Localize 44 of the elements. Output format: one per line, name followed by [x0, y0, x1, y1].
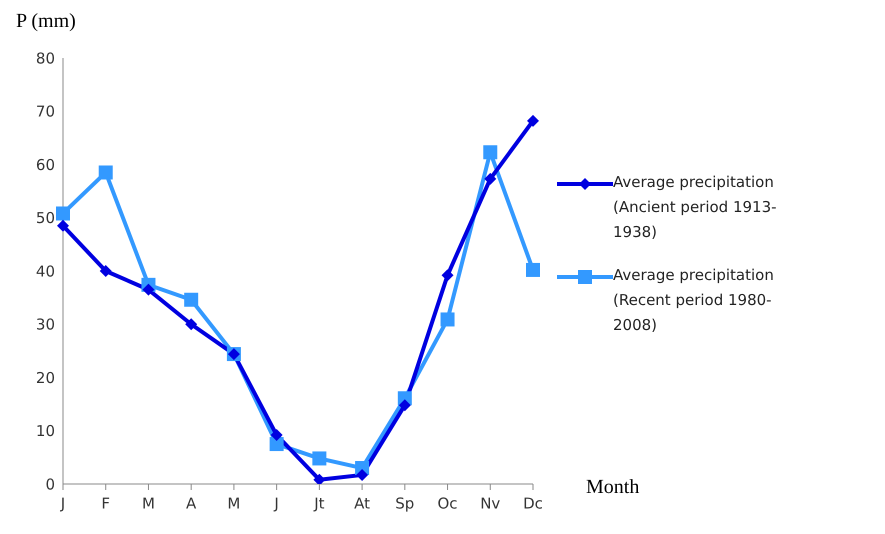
x-axis-title: Month	[586, 476, 640, 499]
x-tick-label: A	[186, 494, 198, 513]
y-tick-label: 40	[36, 262, 55, 280]
legend-label: Average precipitation (Ancient period 1913-1938)	[613, 172, 778, 243]
point	[440, 312, 455, 326]
point	[313, 474, 326, 484]
point	[98, 165, 113, 180]
x-tick-label: J	[60, 494, 66, 513]
x-tick-label: M	[227, 494, 240, 513]
point	[484, 172, 496, 185]
x-tick-label: Sp	[395, 494, 414, 513]
point	[100, 265, 112, 277]
legend-label: Average precipitation (Recent period 1980-2008)	[613, 265, 775, 336]
x-tick-label: M	[142, 494, 155, 513]
y-tick-label: 50	[36, 209, 55, 228]
x-tick-label: Oc	[438, 494, 458, 513]
x-tick-label: J	[273, 494, 279, 513]
point	[398, 399, 411, 412]
y-tick-label: 70	[36, 102, 55, 121]
y-axis-title: P (mm)	[16, 10, 76, 33]
y-tick-label: 60	[36, 156, 55, 174]
x-tick-label: Dc	[523, 494, 543, 513]
x-tick-label: Jt	[313, 494, 325, 513]
point	[526, 262, 540, 277]
x-tick-label: Nv	[480, 494, 500, 513]
point	[56, 206, 70, 220]
point	[312, 451, 326, 466]
x-tick-label: At	[354, 494, 370, 513]
y-tick-label: 30	[36, 316, 55, 334]
y-tick-label: 10	[36, 422, 55, 440]
point	[527, 114, 539, 127]
point	[142, 284, 154, 296]
point	[442, 269, 454, 282]
point	[57, 220, 69, 232]
x-tick-label: F	[101, 494, 110, 513]
point	[270, 429, 283, 442]
y-tick-label: 80	[36, 49, 55, 68]
point	[184, 292, 198, 307]
point	[185, 318, 198, 330]
y-tick-label: 20	[36, 368, 55, 387]
y-tick-label: 0	[45, 475, 55, 494]
point	[483, 145, 498, 160]
point	[270, 437, 284, 452]
point	[356, 468, 368, 481]
